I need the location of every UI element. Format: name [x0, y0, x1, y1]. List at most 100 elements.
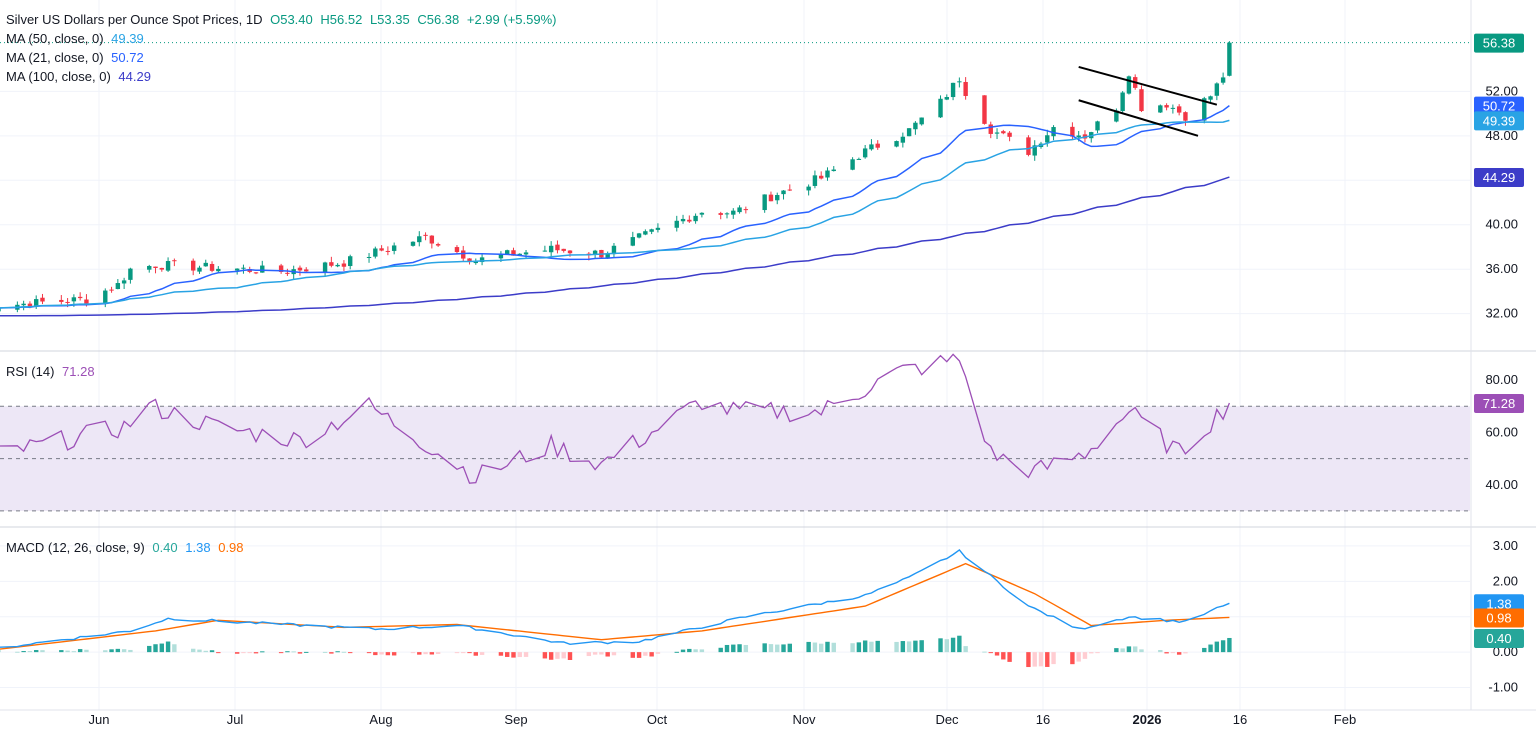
ma50-line [0, 119, 1230, 309]
macd-bar [938, 638, 943, 653]
candle-body [285, 272, 290, 274]
candle-body [1227, 42, 1232, 76]
candle-body [894, 141, 899, 147]
macd-label: MACD (12, 26, close, 9) [6, 540, 145, 555]
rsi-badge-bg [1474, 393, 1524, 413]
candle-body [762, 194, 767, 211]
macd-bar [165, 641, 171, 653]
macd-tick-label: -1.00 [1488, 680, 1518, 695]
macd-hist-value: 0.40 [152, 540, 178, 555]
macd-bar [27, 651, 33, 653]
candle-body [775, 195, 780, 201]
rsi-label: RSI (14) [6, 364, 55, 379]
candle-body [950, 82, 956, 98]
macd-bar [1114, 648, 1119, 653]
macd-bar [636, 652, 642, 658]
candle-body [875, 143, 880, 148]
macd-bar [523, 652, 529, 657]
macd-bar [988, 652, 993, 654]
macd-bar [159, 643, 164, 653]
candle-body [191, 260, 196, 271]
rsi-tick-label: 60.00 [1485, 424, 1518, 439]
macd-bar [341, 651, 347, 653]
macd-bar [548, 652, 554, 660]
candle-body [819, 175, 824, 179]
macd-bar [253, 652, 259, 654]
macd-bar [128, 649, 133, 653]
candle-body [322, 262, 328, 273]
macd-tick-label: 3.00 [1493, 538, 1518, 553]
macd-bar [862, 640, 868, 653]
macd-bar [913, 640, 918, 653]
candle-body [1070, 126, 1075, 137]
macd-legend: MACD (12, 26, close, 9) 0.40 1.38 0.98 [6, 538, 248, 557]
macd-bar [291, 651, 296, 653]
close-value: C56.38 [417, 12, 460, 27]
ma50-label: MA (50, close, 0) [6, 31, 104, 46]
candle-body [366, 256, 372, 258]
macd-bar [542, 652, 548, 659]
macd-bar [121, 649, 127, 653]
macd-bar [1220, 640, 1226, 653]
candles [0, 41, 1232, 313]
macd-bar [0, 650, 1, 653]
ma100-line [0, 176, 1230, 317]
macd-bar [1164, 652, 1169, 654]
candle-body [517, 253, 522, 256]
macd-bar [687, 648, 692, 653]
candle-body [71, 297, 77, 302]
macd-bar [461, 652, 466, 654]
macd-line [0, 548, 1230, 648]
price-tick-label: 40.00 [1485, 217, 1518, 232]
candle-body [731, 210, 736, 215]
candle-body [278, 265, 284, 272]
x-tick-label: Nov [792, 712, 816, 727]
macd-line-value: 1.38 [185, 540, 211, 555]
ma100-badge: 44.29 [1483, 170, 1516, 185]
macd-histogram [0, 635, 1232, 668]
candle-body [40, 297, 45, 302]
macd-bar [775, 644, 780, 653]
candle-body [913, 122, 918, 130]
macd-bar [348, 652, 353, 654]
macd-bar [1227, 637, 1232, 653]
macd-bar [630, 652, 635, 658]
candle-body [787, 189, 792, 191]
macd-bar [919, 640, 924, 653]
price-legend: Silver US Dollars per Ounce Spot Prices,… [6, 10, 561, 29]
macd-bar [894, 641, 899, 653]
macd-badge: 1.38 [1486, 596, 1511, 611]
candle-body [410, 241, 416, 246]
candle-body [812, 175, 818, 186]
candle-body [1126, 76, 1132, 94]
macd-bar [109, 649, 114, 653]
x-tick-label: 16 [1233, 712, 1247, 727]
macd-bar [1045, 652, 1050, 667]
macd-bar [875, 640, 880, 653]
grid-lines [0, 0, 1470, 710]
candle-body [523, 252, 529, 255]
macd-bar [856, 642, 862, 653]
ma50-value: 49.39 [111, 31, 144, 46]
candle-body [429, 235, 435, 244]
candle-body [241, 267, 246, 269]
candle-body [963, 81, 968, 96]
candle-body [234, 268, 240, 271]
candle-body [687, 219, 692, 222]
candle-body [84, 299, 89, 304]
candle-body [592, 250, 598, 255]
trendline [1078, 65, 1218, 106]
candle-body [1214, 83, 1220, 96]
candle-body [869, 144, 874, 150]
macd-bar [1026, 652, 1031, 668]
macd-bar [473, 652, 478, 656]
x-tick-label: Aug [369, 712, 392, 727]
last-price-badge: 56.38 [1483, 36, 1516, 51]
candle-body [505, 250, 510, 255]
candle-body [548, 245, 554, 253]
candle-body [511, 250, 516, 256]
macd-bar [1089, 652, 1094, 654]
symbol-title: Silver US Dollars per Ounce Spot Prices,… [6, 12, 263, 27]
macd-bar [366, 652, 372, 654]
